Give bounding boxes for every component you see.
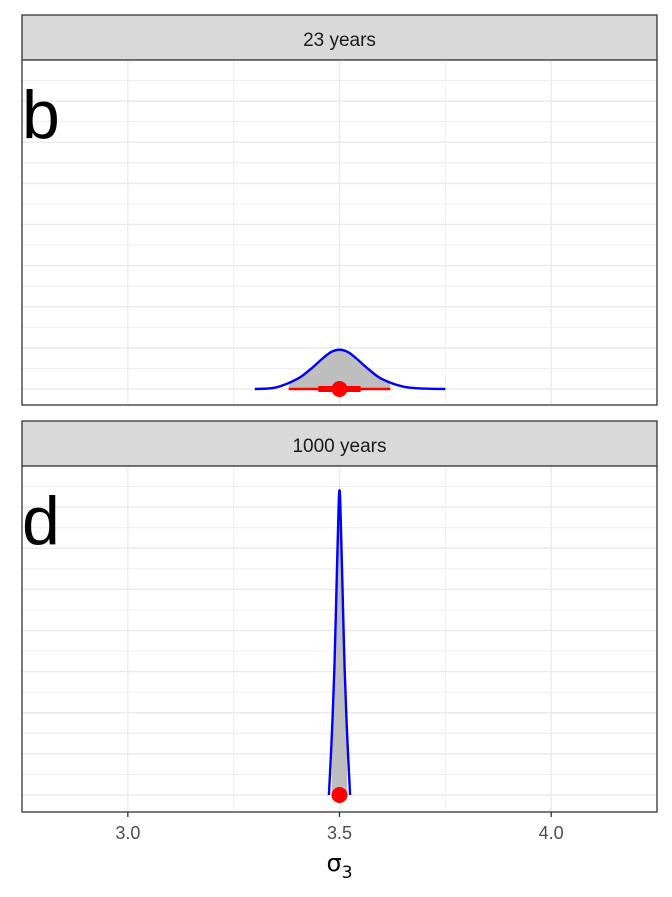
facet-panel-1000-years: 1000 years d — [21, 420, 658, 813]
density-curve — [254, 348, 446, 391]
density-shaded-area — [331, 490, 348, 795]
x-tick-label: 4.0 — [539, 823, 564, 843]
x-axis: 3.0 3.5 4.0 — [115, 812, 564, 843]
density-shaded-area — [288, 349, 391, 389]
strip-background — [21, 14, 658, 61]
density-curve — [327, 489, 352, 796]
x-axis-title: σ3 — [326, 849, 352, 883]
density-marks — [327, 489, 352, 803]
panel-letter: b — [22, 77, 60, 153]
point-estimate — [331, 381, 348, 397]
x-axis-subscript: 3 — [342, 863, 353, 883]
x-tick-label: 3.5 — [327, 823, 352, 843]
x-axis-symbol: σ — [326, 849, 341, 877]
strip-background — [21, 420, 658, 467]
panel-letter: d — [22, 483, 60, 559]
panel-border — [21, 59, 658, 406]
strip-title: 23 years — [303, 30, 376, 51]
density-marks — [254, 348, 446, 397]
facet-panel-23-years: 23 years b — [21, 14, 658, 406]
strip-title: 1000 years — [292, 436, 386, 457]
point-estimate — [331, 787, 348, 803]
x-tick-label: 3.0 — [115, 823, 140, 843]
